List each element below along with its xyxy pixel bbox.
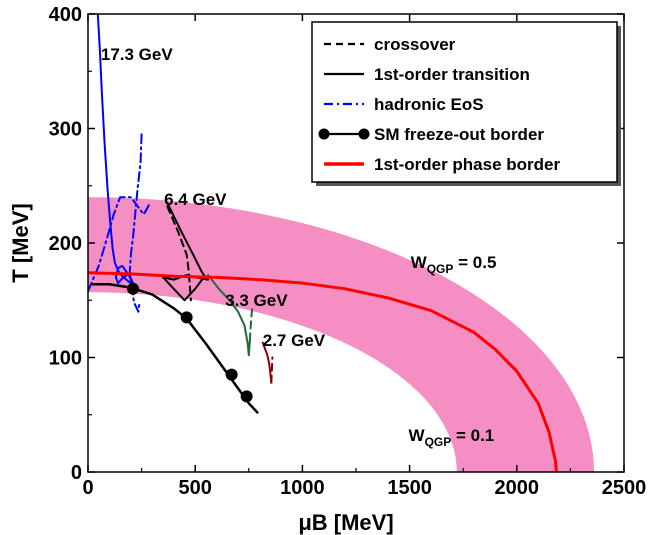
series-layer <box>88 14 558 472</box>
x-tick-label: 500 <box>179 477 212 499</box>
series-6-4-gev-crossover <box>166 205 192 302</box>
axis-titles: μB [MeV] T [MeV] <box>8 203 394 535</box>
y-tick-label: 400 <box>49 4 82 26</box>
x-axis-title: μB [MeV] <box>298 510 393 535</box>
legend-marker <box>318 128 330 140</box>
legend-label: 1st-order phase border <box>374 155 560 174</box>
series-6-4-gev-lower <box>162 276 205 302</box>
y-tick-label: 0 <box>71 462 82 484</box>
annotation: WQGP = 0.1 <box>409 426 495 449</box>
legend-label: 1st-order transition <box>374 65 530 84</box>
annotation: 3.3 GeV <box>225 291 288 310</box>
series-3-3-gev <box>207 274 251 357</box>
x-tick-label: 2000 <box>495 477 540 499</box>
series-17-3-gev-hadronic-b <box>128 133 143 313</box>
legend-box <box>311 21 618 183</box>
tick-layer: 0 500 1000 1500 2000 2500 0 100 200 300 400 <box>49 4 647 499</box>
series-17-3-gev-hadronic-a <box>88 196 152 293</box>
y-tick-label: 100 <box>49 348 82 370</box>
freeze-out-line <box>91 282 259 414</box>
x-tick-label: 0 <box>82 477 93 499</box>
x-tick-label: 1000 <box>280 477 325 499</box>
series-2-7-gev-dashed <box>270 356 274 384</box>
wqgp-band <box>88 197 594 472</box>
y-tick-label: 200 <box>49 233 82 255</box>
freeze-out-marker <box>180 311 193 324</box>
annotation: 17.3 GeV <box>101 45 173 64</box>
annotation: 2.7 GeV <box>263 331 326 350</box>
freeze-out-marker <box>127 282 140 295</box>
series-3-3-gev-dashed <box>248 308 254 342</box>
phase-border-line <box>88 271 558 472</box>
band-layer <box>88 197 594 472</box>
annotation: 6.4 GeV <box>164 190 227 209</box>
x-tick-label: 1500 <box>387 477 432 499</box>
annotation: WQGP = 0.5 <box>411 253 497 276</box>
legend-label: crossover <box>374 35 456 54</box>
legend-marker <box>358 128 370 140</box>
legend-label: SM freeze-out border <box>374 125 544 144</box>
annot-layer: 17.3 GeV 6.4 GeV 3.3 GeV 2.7 GeV WQGP = 0.5 W… <box>101 45 497 449</box>
x-tick-label: 2500 <box>602 477 647 499</box>
freeze-out-marker <box>240 390 253 403</box>
legend-label: hadronic EoS <box>374 95 484 114</box>
series-2-7-gev <box>261 341 273 384</box>
y-axis-title: T [MeV] <box>8 203 33 282</box>
y-tick-label: 300 <box>49 119 82 141</box>
legend: crossover 1st-order transition hadronic Eo… <box>311 21 621 186</box>
freeze-out-marker <box>225 368 238 381</box>
